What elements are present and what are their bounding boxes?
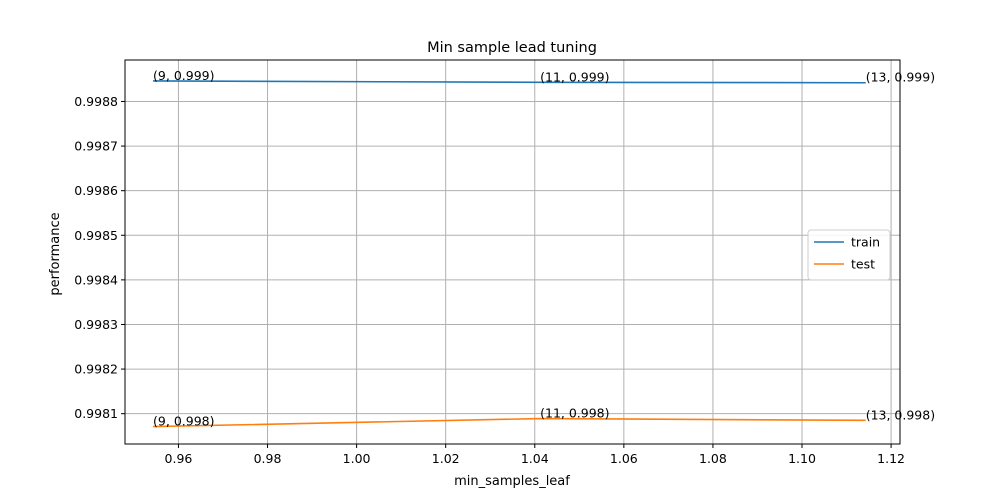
- y-tick-label: 0.9981: [74, 406, 118, 421]
- plot-frame: [124, 59, 901, 445]
- x-tick-label: 0.96: [165, 451, 193, 466]
- x-axis-label: min_samples_leaf: [454, 474, 570, 489]
- data-point-label: (11, 0.998): [540, 406, 609, 421]
- y-tick-label: 0.9983: [74, 317, 118, 332]
- data-point-label: (9, 0.999): [153, 68, 214, 83]
- y-tick-label: 0.9988: [74, 94, 118, 109]
- y-axis-label: performance: [48, 212, 63, 295]
- grid: [125, 60, 900, 444]
- point-labels: (9, 0.999) (11, 0.999) (13, 0.999) (9, 0.99…: [153, 68, 935, 429]
- x-tick-label: 1.08: [699, 451, 727, 466]
- x-tick-label: 0.98: [254, 451, 282, 466]
- x-tick-label: 1.02: [432, 451, 460, 466]
- x-tick-label: 1.10: [788, 451, 816, 466]
- legend: train test: [807, 229, 891, 281]
- legend-label-train: train: [851, 235, 880, 250]
- y-tick-label: 0.9986: [74, 183, 118, 198]
- y-tick-label: 0.9982: [74, 362, 118, 377]
- data-point-label: (13, 0.999): [866, 70, 935, 85]
- series-line-train: [153, 80, 866, 84]
- y-tick-label: 0.9987: [74, 139, 118, 154]
- data-point-label: (13, 0.998): [866, 407, 935, 422]
- data-point-label: (11, 0.999): [540, 69, 609, 84]
- x-tick-label: 1.12: [877, 451, 905, 466]
- y-tick-label: 0.9985: [74, 228, 118, 243]
- x-tick-label: 1.04: [521, 451, 549, 466]
- chart-title: Min sample lead tuning: [427, 40, 597, 56]
- legend-label-test: test: [851, 257, 875, 272]
- y-tick-label: 0.9984: [74, 272, 118, 287]
- y-axis-ticks: 0.9981 0.9982 0.9983 0.9984 0.9985 0.9986 0.99…: [74, 94, 125, 421]
- series-layer: [153, 80, 866, 428]
- series-line-test: [153, 417, 866, 428]
- x-axis-ticks: 0.96 0.98 1.00 1.02 1.04 1.06 1.08 1.10 1.12: [165, 444, 905, 466]
- x-tick-label: 1.00: [343, 451, 371, 466]
- x-tick-label: 1.06: [610, 451, 638, 466]
- data-point-label: (9, 0.998): [153, 414, 214, 429]
